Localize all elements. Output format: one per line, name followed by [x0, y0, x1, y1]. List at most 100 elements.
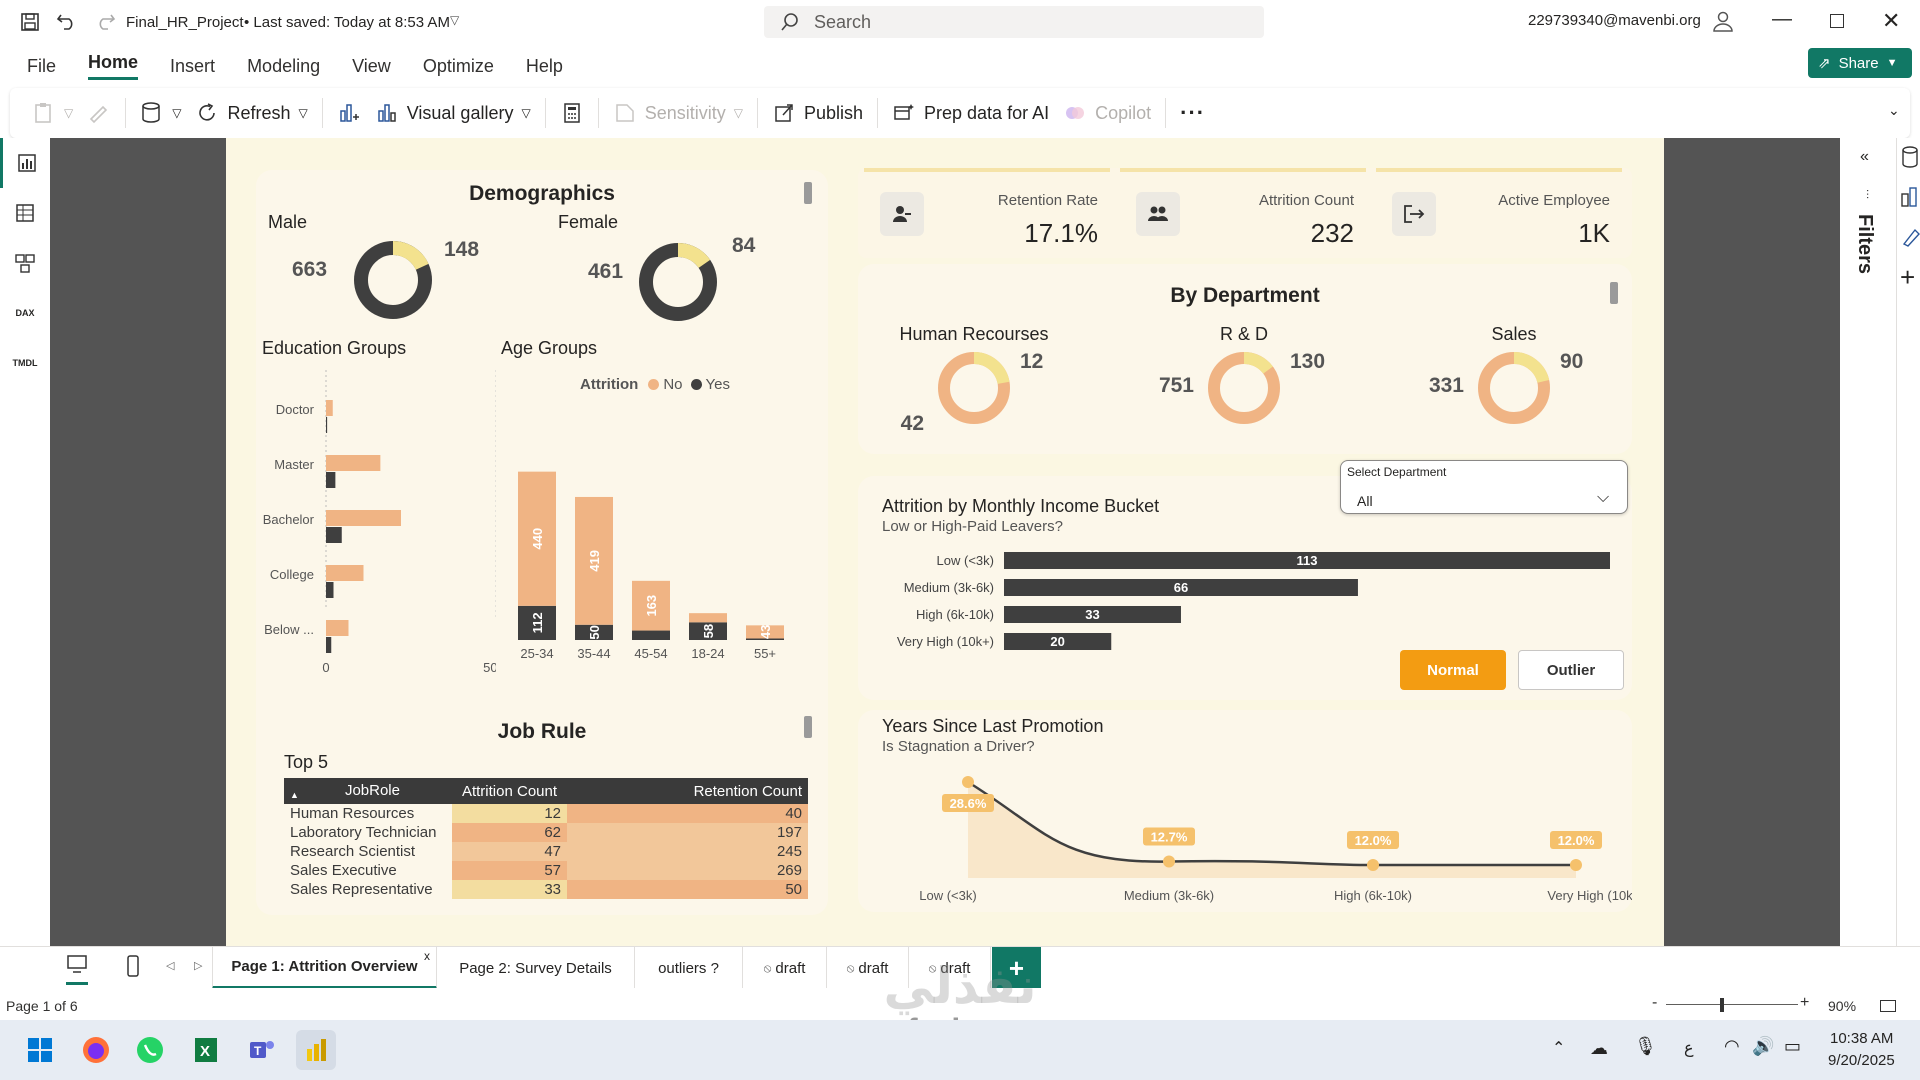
- format-icon[interactable]: [1900, 226, 1920, 253]
- windows-start-icon[interactable]: [20, 1030, 60, 1070]
- scroll-indicator[interactable]: [804, 182, 812, 204]
- undo-icon[interactable]: [56, 11, 78, 36]
- menu-insert[interactable]: Insert: [170, 55, 216, 76]
- excel-icon[interactable]: X: [186, 1030, 226, 1070]
- firefox-icon[interactable]: [76, 1030, 116, 1070]
- model-view-icon[interactable]: [0, 238, 50, 288]
- more-options-button[interactable]: ···: [1180, 100, 1206, 125]
- mobile-layout-icon[interactable]: [126, 955, 140, 982]
- language-indicator[interactable]: ع: [1684, 1040, 1694, 1057]
- menu-modeling[interactable]: Modeling: [247, 55, 321, 76]
- add-page-button[interactable]: +: [992, 947, 1041, 989]
- table-row[interactable]: Sales Executive 57 269: [284, 861, 808, 880]
- outlier-button[interactable]: Outlier: [1518, 650, 1624, 690]
- tab-draft-3[interactable]: ⦸ draft: [909, 947, 991, 989]
- calculator-button[interactable]: [560, 88, 584, 138]
- tab-draft-1[interactable]: ⦸ draft: [743, 947, 827, 989]
- tab-page-1[interactable]: Page 1: Attrition Overview: [212, 947, 437, 989]
- copilot-button[interactable]: Copilot: [1063, 88, 1151, 138]
- divider: [597, 98, 599, 128]
- whatsapp-icon[interactable]: [130, 1030, 170, 1070]
- close-tab-icon[interactable]: x: [424, 949, 430, 963]
- zoom-thumb[interactable]: [1720, 998, 1724, 1012]
- ribbon-collapse-icon[interactable]: ⌄: [1888, 102, 1900, 118]
- sensitivity-button[interactable]: Sensitivity ▽: [613, 88, 743, 138]
- table-view-icon[interactable]: [0, 188, 50, 238]
- filter-icon[interactable]: ⫶: [1866, 188, 1870, 202]
- wifi-icon[interactable]: ◠: [1724, 1036, 1740, 1056]
- battery-icon[interactable]: ▭: [1784, 1036, 1802, 1056]
- redo-icon[interactable]: [94, 11, 116, 36]
- dax-query-icon[interactable]: DAX: [15, 308, 35, 318]
- fit-page-icon[interactable]: [1880, 1000, 1896, 1012]
- clock-date[interactable]: 9/20/2025: [1828, 1052, 1895, 1069]
- table-row[interactable]: Sales Representative 33 50: [284, 880, 808, 899]
- close-icon[interactable]: ✕: [1882, 8, 1901, 33]
- microphone-icon[interactable]: 🎙: [1634, 1036, 1657, 1056]
- filters-label[interactable]: Filters: [1854, 214, 1876, 275]
- visualizations-icon[interactable]: [1900, 186, 1920, 213]
- department-name: R & D: [1219, 324, 1268, 344]
- get-data-button[interactable]: ▽: [140, 88, 181, 138]
- edu-bar-no: [326, 455, 381, 471]
- data-pane-icon[interactable]: [1900, 146, 1920, 173]
- share-button[interactable]: ⇗ Share ▼: [1808, 48, 1912, 78]
- power-bi-icon[interactable]: [296, 1030, 336, 1070]
- age-bar-no: [632, 580, 670, 631]
- visual-gallery-label: Visual gallery: [406, 102, 514, 123]
- zoom-slider[interactable]: [1666, 1004, 1798, 1005]
- department-slicer[interactable]: Select Department All ⌵: [1340, 460, 1628, 514]
- table-row[interactable]: Human Resources 12 40: [284, 804, 808, 823]
- promotion-point: [1570, 859, 1582, 871]
- paste-button[interactable]: ▽: [32, 88, 73, 138]
- clock-time[interactable]: 10:38 AM: [1830, 1030, 1894, 1047]
- table-header-attrition[interactable]: Attrition Count: [452, 778, 567, 804]
- edu-bar-yes: [326, 582, 334, 598]
- minimize-icon[interactable]: —: [1772, 8, 1792, 30]
- add-pane-icon[interactable]: +: [1900, 262, 1916, 292]
- zoom-in-button[interactable]: +: [1800, 994, 1810, 1011]
- table-row[interactable]: Laboratory Technician 62 197: [284, 823, 808, 842]
- account-email[interactable]: 229739340@mavenbi.org: [1528, 12, 1701, 29]
- format-painter-button[interactable]: [87, 88, 111, 138]
- tab-draft-2[interactable]: ⦸ draft: [827, 947, 909, 989]
- menu-help[interactable]: Help: [525, 55, 563, 76]
- volume-icon[interactable]: 🔊: [1752, 1036, 1775, 1056]
- refresh-button[interactable]: Refresh ▽: [195, 88, 308, 138]
- publish-button[interactable]: Publish: [772, 88, 863, 138]
- report-view-icon[interactable]: [0, 138, 50, 188]
- onedrive-icon[interactable]: ☁: [1590, 1038, 1608, 1058]
- teams-icon[interactable]: T: [242, 1030, 282, 1070]
- tray-chevron-icon[interactable]: ⌃: [1552, 1040, 1566, 1057]
- scroll-indicator[interactable]: [804, 716, 812, 738]
- scroll-indicator[interactable]: [1610, 282, 1618, 304]
- visual-gallery-button[interactable]: Visual gallery ▽: [375, 88, 531, 138]
- table-header-jobrole[interactable]: ▲ JobRole: [284, 778, 452, 804]
- new-visual-button[interactable]: [337, 88, 361, 138]
- chevron-down-icon[interactable]: ▽: [450, 13, 460, 27]
- table-header-retention[interactable]: Retention Count: [567, 778, 808, 804]
- menu-file[interactable]: File: [27, 55, 57, 76]
- table-row[interactable]: Research Scientist 47 245: [284, 842, 808, 861]
- search-box[interactable]: Search: [764, 6, 1264, 38]
- tab-outliers[interactable]: outliers ?: [635, 947, 743, 989]
- prep-data-button[interactable]: Prep data for AI: [892, 88, 1049, 138]
- menu-optimize[interactable]: Optimize: [422, 55, 494, 76]
- next-page-icon[interactable]: ▷: [194, 960, 203, 972]
- legend-no-label: No: [663, 376, 683, 393]
- prev-page-icon[interactable]: ◁: [166, 960, 175, 972]
- legend-title: Attrition: [580, 376, 639, 393]
- department-card: By Department Human Recourses 12 42 R & D…: [858, 264, 1632, 454]
- save-icon[interactable]: [20, 12, 40, 37]
- age-category-label: 45-54: [634, 646, 667, 661]
- account-icon[interactable]: [1712, 10, 1734, 37]
- menu-view[interactable]: View: [352, 55, 391, 76]
- maximize-icon[interactable]: [1830, 14, 1844, 28]
- desktop-layout-icon[interactable]: [66, 955, 88, 985]
- tab-page-2[interactable]: Page 2: Survey Details: [437, 947, 635, 989]
- normal-button[interactable]: Normal: [1400, 650, 1506, 690]
- menu-home[interactable]: Home: [88, 52, 139, 80]
- tmdl-view-icon[interactable]: TMDL: [12, 358, 38, 368]
- collapse-left-icon[interactable]: «: [1860, 148, 1869, 165]
- zoom-out-button[interactable]: -: [1652, 994, 1658, 1011]
